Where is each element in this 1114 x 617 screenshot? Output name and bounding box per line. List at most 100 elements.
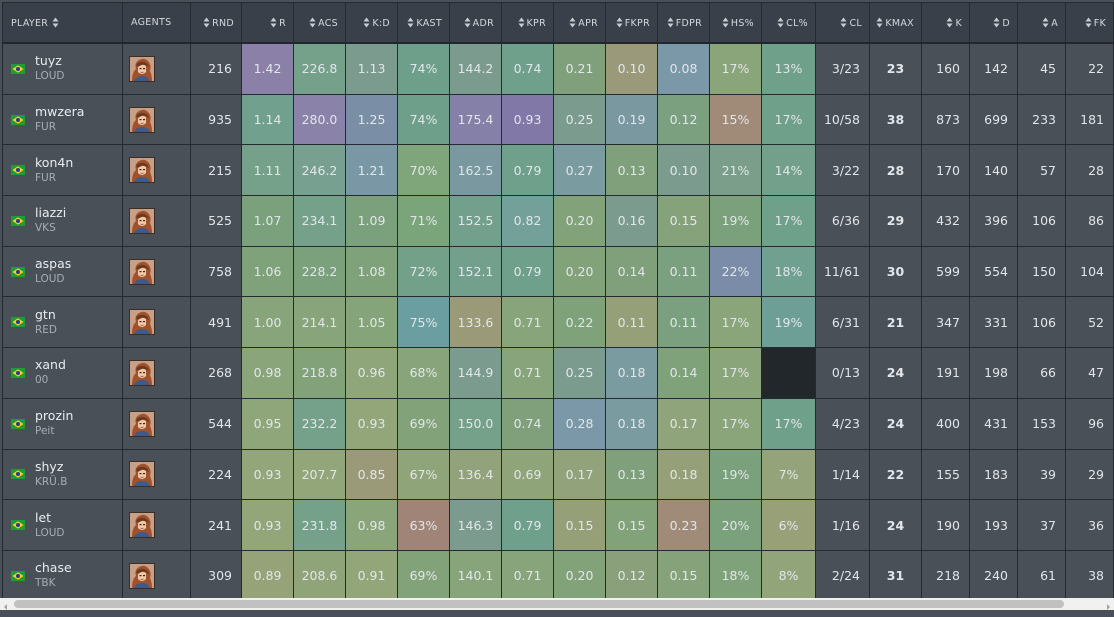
- player-cell[interactable]: tuyz LOUD: [2, 42, 123, 95]
- column-header-kast[interactable]: KAST: [397, 2, 450, 44]
- column-header-clpct[interactable]: CL%: [761, 2, 816, 44]
- player-info: xand 00: [11, 358, 122, 387]
- column-header-fkpr[interactable]: FKPR: [605, 2, 658, 44]
- player-name-link[interactable]: chase: [35, 560, 72, 576]
- table-row[interactable]: prozin Peit 544 0.95 232.2 0.93 69% 150.0 0.74 0.…: [2, 397, 1114, 450]
- table-row[interactable]: kon4n FUR 215 1.11 246.2 1.21 70% 162.5 0.79 0.27…: [2, 144, 1114, 197]
- agent-portrait-icon[interactable]: [129, 410, 155, 437]
- column-header-kpr[interactable]: KPR: [501, 2, 554, 44]
- stat-cell-k: 170: [921, 144, 970, 197]
- column-header-cl[interactable]: CL: [815, 2, 870, 44]
- stat-cell-kd: 0.91: [345, 549, 398, 602]
- table-row[interactable]: liazzi VKS 525 1.07 234.1 1.09 71% 152.5 0.82 0.2…: [2, 195, 1114, 247]
- player-cell[interactable]: liazzi VKS: [2, 195, 123, 247]
- table-row[interactable]: xand 00 268 0.98 218.8 0.96 68% 144.9 0.71 0.25 0.…: [2, 347, 1114, 399]
- stat-cell-fdpr: 0.17: [657, 397, 710, 450]
- player-cell[interactable]: chase TBK: [2, 549, 123, 602]
- scroll-right-arrow-icon[interactable]: [1102, 598, 1114, 610]
- stat-cell-hs: 21%: [709, 144, 762, 197]
- stat-cell-fk: 47: [1065, 347, 1114, 399]
- column-header-apr[interactable]: APR: [553, 2, 606, 44]
- scroll-left-arrow-icon[interactable]: [0, 598, 12, 610]
- player-cell[interactable]: mwzera FUR: [2, 93, 123, 146]
- column-header-a[interactable]: A: [1017, 2, 1066, 44]
- stat-cell-kmax: 24: [869, 347, 922, 399]
- brazil-flag-icon: [11, 418, 25, 429]
- player-text: gtn RED: [35, 306, 57, 337]
- column-header-kd[interactable]: K:D: [345, 2, 398, 44]
- column-header-kmax[interactable]: KMAX: [869, 2, 922, 44]
- agent-portrait-icon[interactable]: [129, 106, 155, 133]
- agent-portrait-icon[interactable]: [129, 309, 155, 336]
- column-header-fdpr[interactable]: FDPR: [657, 2, 710, 44]
- table-row[interactable]: gtn RED 491 1.00 214.1 1.05 75% 133.6 0.71 0.22 0.…: [2, 296, 1114, 349]
- player-info: kon4n FUR: [11, 154, 122, 185]
- player-cell[interactable]: prozin Peit: [2, 397, 123, 450]
- agent-portrait-icon[interactable]: [129, 562, 155, 589]
- stat-cell-a: 37: [1017, 499, 1066, 551]
- column-header-d[interactable]: D: [969, 2, 1018, 44]
- player-text: mwzera FUR: [35, 105, 84, 134]
- player-name-link[interactable]: prozin: [35, 408, 74, 424]
- player-name-link[interactable]: tuyz: [35, 53, 62, 69]
- player-name-link[interactable]: xand: [35, 357, 66, 373]
- player-cell[interactable]: aspas LOUD: [2, 245, 123, 298]
- table-row[interactable]: mwzera FUR 935 1.14 280.0 1.25 74% 175.4 0.93 0.2…: [2, 93, 1114, 146]
- table-row[interactable]: chase TBK 309 0.89 208.6 0.91 69% 140.1 0.71 0.20…: [2, 549, 1114, 602]
- player-name-link[interactable]: liazzi: [35, 205, 67, 221]
- player-cell[interactable]: gtn RED: [2, 296, 123, 349]
- column-header-label: D: [1002, 17, 1010, 29]
- sort-arrows-icon: [777, 17, 784, 28]
- stat-cell-fk: 104: [1065, 245, 1114, 298]
- stat-cell-hs: 17%: [709, 397, 762, 450]
- table-row[interactable]: aspas LOUD 758 1.06 228.2 1.08 72% 152.1 0.79 0.2…: [2, 245, 1114, 298]
- agent-portrait-icon[interactable]: [129, 258, 155, 285]
- player-name-link[interactable]: mwzera: [35, 104, 85, 120]
- table-body: tuyz LOUD 216 1.42 226.8 1.13 74% 144.2 0.74 0.21…: [2, 42, 1114, 602]
- stat-cell-kast: 63%: [397, 499, 450, 551]
- stat-cell-clpct: 14%: [761, 144, 816, 197]
- stat-cell-adr: 175.4: [449, 93, 502, 146]
- player-name-link[interactable]: let: [35, 509, 52, 525]
- stat-cell-kpr: 0.71: [501, 347, 554, 399]
- column-header-label: HS%: [730, 17, 754, 29]
- player-name-link[interactable]: aspas: [35, 256, 72, 272]
- agent-portrait-icon[interactable]: [129, 55, 155, 82]
- agent-portrait-icon[interactable]: [129, 207, 155, 234]
- column-header-r[interactable]: R: [241, 2, 294, 44]
- stat-cell-a: 39: [1017, 448, 1066, 501]
- column-header-player[interactable]: PLAYER: [2, 2, 123, 44]
- column-header-rnd[interactable]: RND: [190, 2, 242, 44]
- player-name-link[interactable]: shyz: [35, 458, 64, 474]
- stat-cell-fkpr: 0.14: [605, 245, 658, 298]
- horizontal-scrollbar[interactable]: [0, 598, 1114, 610]
- column-header-fk[interactable]: FK: [1065, 2, 1114, 44]
- column-header-label: ADR: [472, 17, 494, 29]
- stat-cell-fkpr: 0.13: [605, 144, 658, 197]
- player-name-link[interactable]: gtn: [35, 306, 56, 322]
- player-name-link[interactable]: kon4n: [35, 154, 74, 170]
- column-header-hs[interactable]: HS%: [709, 2, 762, 44]
- player-cell[interactable]: xand 00: [2, 347, 123, 399]
- column-header-adr[interactable]: ADR: [449, 2, 502, 44]
- column-header-k[interactable]: K: [921, 2, 970, 44]
- agent-portrait-icon[interactable]: [129, 461, 155, 488]
- table-row[interactable]: let LOUD 241 0.93 231.8 0.98 63% 146.3 0.79 0.15 0…: [2, 499, 1114, 551]
- player-cell[interactable]: let LOUD: [2, 499, 123, 551]
- agent-portrait-icon[interactable]: [129, 157, 155, 184]
- player-info: aspas LOUD: [11, 257, 122, 286]
- stat-cell-a: 153: [1017, 397, 1066, 450]
- table-row[interactable]: tuyz LOUD 216 1.42 226.8 1.13 74% 144.2 0.74 0.21…: [2, 42, 1114, 95]
- agent-portrait-icon[interactable]: [129, 359, 155, 386]
- scrollbar-thumb[interactable]: [14, 600, 1064, 608]
- stat-cell-rnd: 491: [190, 296, 242, 349]
- player-cell[interactable]: kon4n FUR: [2, 144, 123, 197]
- agent-portrait-icon[interactable]: [129, 512, 155, 539]
- stat-cell-rnd: 758: [190, 245, 242, 298]
- player-cell[interactable]: shyz KRÜ.B: [2, 448, 123, 501]
- stat-cell-r: 1.42: [241, 42, 294, 95]
- brazil-flag-icon: [11, 317, 25, 328]
- table-row[interactable]: shyz KRÜ.B 224 0.93 207.7 0.85 67% 136.4 0.69 0.1…: [2, 448, 1114, 501]
- column-header-acs[interactable]: ACS: [293, 2, 346, 44]
- agents-cell: [122, 549, 191, 602]
